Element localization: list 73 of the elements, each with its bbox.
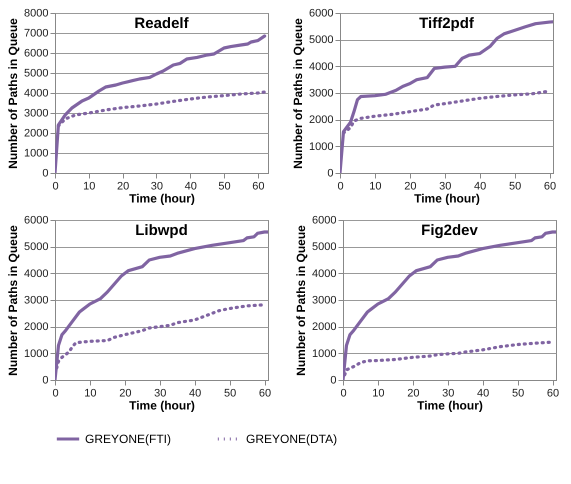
x-tick-label: 30 — [154, 388, 166, 400]
x-axis-title: Time (hour) — [417, 398, 483, 412]
y-tick-label: 4000 — [24, 268, 48, 280]
y-tick-label: 2000 — [24, 321, 48, 334]
y-tick-label: 3000 — [309, 88, 334, 100]
x-tick-label: 20 — [116, 180, 130, 192]
chart-title: Fig2dev — [421, 222, 478, 239]
y-tick-label: 1000 — [312, 348, 336, 360]
x-tick-label: 10 — [369, 180, 382, 192]
y-tick-label: 7000 — [24, 28, 48, 40]
legend-label: GREYONE(FTI) — [85, 432, 171, 446]
y-tick-label: 3000 — [24, 108, 48, 120]
y-tick-label: 5000 — [312, 241, 336, 254]
x-tick-label: 40 — [189, 388, 202, 400]
chart-title: Libwpd — [135, 222, 188, 239]
x-tick-label: 20 — [407, 388, 420, 400]
y-tick-label: 8000 — [24, 8, 48, 20]
x-tick-label: 50 — [512, 388, 524, 400]
x-tick-label: 10 — [372, 388, 385, 400]
y-axis-title: Number of Paths in Queue — [6, 224, 20, 376]
x-tick-label: 0 — [52, 388, 59, 400]
x-tick-label: 50 — [224, 388, 236, 400]
x-tick-label: 60 — [258, 388, 272, 400]
y-tick-label: 6000 — [312, 214, 336, 226]
y-tick-label: 5000 — [24, 241, 48, 254]
y-tick-label: 0 — [42, 374, 48, 386]
x-tick-label: 50 — [218, 180, 231, 192]
x-axis-title: Time (hour) — [414, 192, 480, 206]
y-axis-title: Number of Paths in Queue — [294, 224, 308, 376]
y-axis-title: Number of Paths in Queue — [6, 18, 20, 169]
y-tick-label: 6000 — [309, 8, 334, 20]
x-tick-label: 40 — [477, 388, 490, 400]
y-tick-label: 5000 — [24, 68, 48, 80]
y-tick-label: 3000 — [24, 294, 48, 306]
x-tick-label: 30 — [439, 180, 452, 192]
x-tick-label: 40 — [184, 180, 197, 192]
y-tick-label: 0 — [327, 168, 334, 180]
y-tick-label: 6000 — [24, 48, 48, 60]
y-tick-label: 2000 — [312, 321, 336, 334]
x-tick-label: 20 — [404, 180, 416, 192]
line-series — [55, 34, 266, 173]
x-axis-title: Time (hour) — [129, 192, 195, 206]
x-tick-label: 40 — [474, 180, 486, 192]
y-tick-label: 1000 — [24, 348, 48, 360]
legend-label: GREYONE(DTA) — [246, 432, 338, 446]
x-tick-label: 50 — [508, 180, 522, 192]
y-tick-label: 0 — [42, 168, 48, 180]
chart-title: Tiff2pdf — [419, 15, 475, 32]
x-tick-label: 0 — [340, 388, 347, 400]
x-tick-label: 0 — [337, 180, 344, 192]
y-tick-label: 0 — [330, 374, 336, 386]
x-tick-label: 10 — [84, 388, 97, 400]
y-axis-title: Number of Paths in Queue — [291, 18, 306, 169]
x-tick-label: 30 — [442, 388, 454, 400]
y-tick-label: 2000 — [24, 128, 48, 140]
chart-title: Readelf — [134, 15, 190, 32]
y-tick-label: 5000 — [309, 34, 334, 46]
y-tick-label: 6000 — [24, 214, 48, 226]
x-tick-label: 20 — [119, 388, 132, 400]
y-tick-label: 4000 — [309, 60, 334, 73]
x-axis-title: Time (hour) — [129, 398, 195, 412]
x-tick-label: 0 — [52, 180, 59, 192]
x-tick-label: 60 — [252, 180, 264, 192]
x-tick-label: 10 — [83, 180, 96, 192]
y-tick-label: 2000 — [309, 114, 334, 126]
y-tick-label: 1000 — [24, 148, 48, 160]
y-tick-label: 3000 — [312, 294, 336, 306]
y-tick-label: 4000 — [312, 268, 336, 280]
y-tick-label: 4000 — [24, 88, 48, 100]
x-tick-label: 60 — [544, 180, 556, 192]
x-tick-label: 60 — [546, 388, 560, 400]
x-tick-label: 30 — [150, 180, 164, 192]
y-tick-label: 1000 — [309, 140, 334, 153]
